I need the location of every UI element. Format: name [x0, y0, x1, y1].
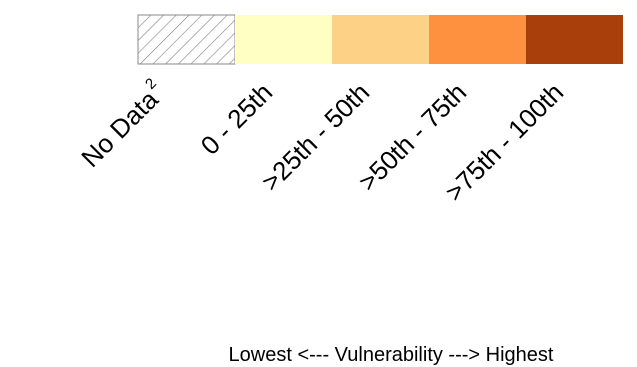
swatch-25-50: [332, 15, 429, 64]
swatch-no-data: [137, 14, 236, 65]
swatch-0-25: [235, 15, 332, 64]
label-no-data: No Data2: [73, 75, 171, 173]
swatch-75-100: [526, 15, 623, 64]
scale-caption: Lowest <--- Vulnerability ---> Highest: [229, 344, 554, 366]
legend-labels: No Data2 0 - 25th >25th - 50th >50th - 7…: [73, 75, 569, 207]
legend-swatches: [137, 14, 623, 65]
label-0-25: 0 - 25th: [195, 77, 279, 161]
swatch-50-75: [429, 15, 526, 64]
